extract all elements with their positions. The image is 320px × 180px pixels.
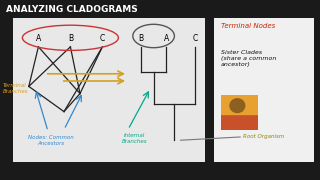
Bar bbox=[214, 18, 314, 162]
Bar bbox=[221, 95, 258, 114]
Text: B: B bbox=[138, 34, 143, 43]
Text: Root Organism: Root Organism bbox=[243, 134, 284, 139]
Text: ANALYZING CLADOGRAMS: ANALYZING CLADOGRAMS bbox=[6, 5, 138, 14]
Text: Terminal Nodes: Terminal Nodes bbox=[221, 23, 275, 29]
Text: C: C bbox=[193, 34, 198, 43]
Text: B: B bbox=[68, 34, 73, 43]
Text: A: A bbox=[164, 34, 169, 43]
Text: Terminal
Branches: Terminal Branches bbox=[3, 83, 29, 94]
Text: Sister Clades
(share a common
ancestor): Sister Clades (share a common ancestor) bbox=[221, 50, 276, 67]
Text: A: A bbox=[36, 34, 41, 43]
Text: Nodes: Common
Ancestors: Nodes: Common Ancestors bbox=[28, 135, 74, 146]
Text: Internal
Branches: Internal Branches bbox=[122, 133, 147, 144]
Text: C: C bbox=[100, 34, 105, 43]
Bar bbox=[13, 18, 205, 162]
Bar bbox=[221, 114, 258, 130]
Circle shape bbox=[230, 99, 245, 112]
